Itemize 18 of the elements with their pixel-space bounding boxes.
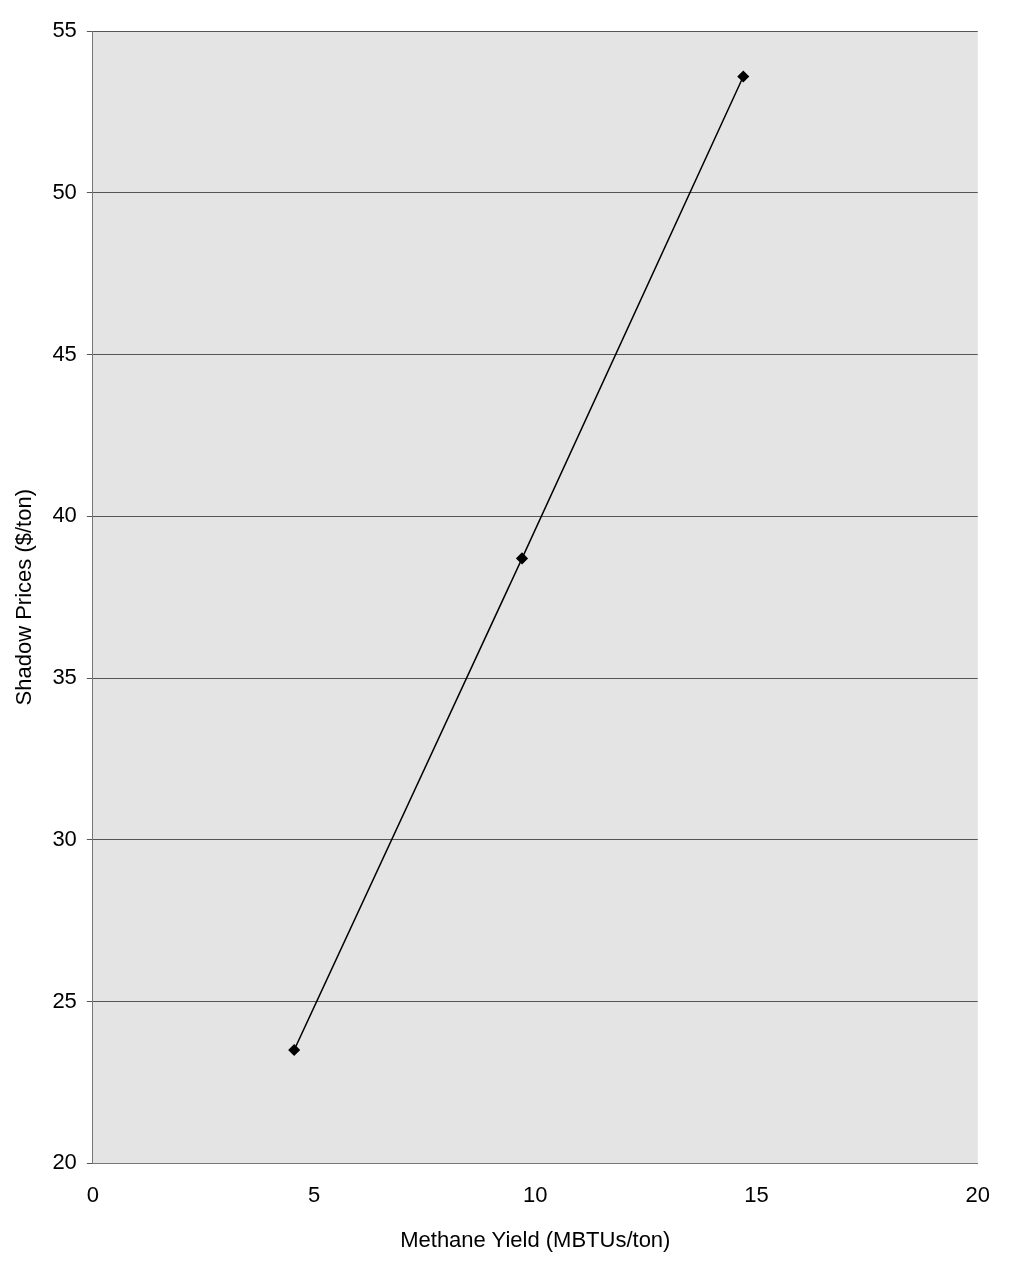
y-tick-label: 40	[52, 502, 77, 528]
y-tick-label: 25	[52, 987, 77, 1013]
y-tick-label: 20	[52, 1149, 77, 1175]
x-tick-label: 15	[744, 1182, 769, 1208]
point	[288, 1044, 300, 1056]
y-tick-label: 45	[52, 340, 77, 366]
y-axis-title: Shadow Prices ($/ton)	[11, 488, 37, 706]
x-tick-label: 5	[307, 1182, 321, 1208]
y-tick-label: 35	[52, 664, 77, 690]
x-tick-label: 20	[965, 1182, 991, 1208]
point	[516, 552, 528, 565]
x-tick-label: 0	[86, 1182, 99, 1208]
y-tick-label: 55	[52, 17, 77, 43]
point	[737, 70, 750, 83]
y-tick-label: 50	[52, 178, 77, 204]
x-axis-title: Methane Yield (MBTUs/ton)	[400, 1226, 671, 1252]
y-tick-label: 30	[52, 825, 77, 851]
x-tick-label: 10	[523, 1182, 548, 1208]
